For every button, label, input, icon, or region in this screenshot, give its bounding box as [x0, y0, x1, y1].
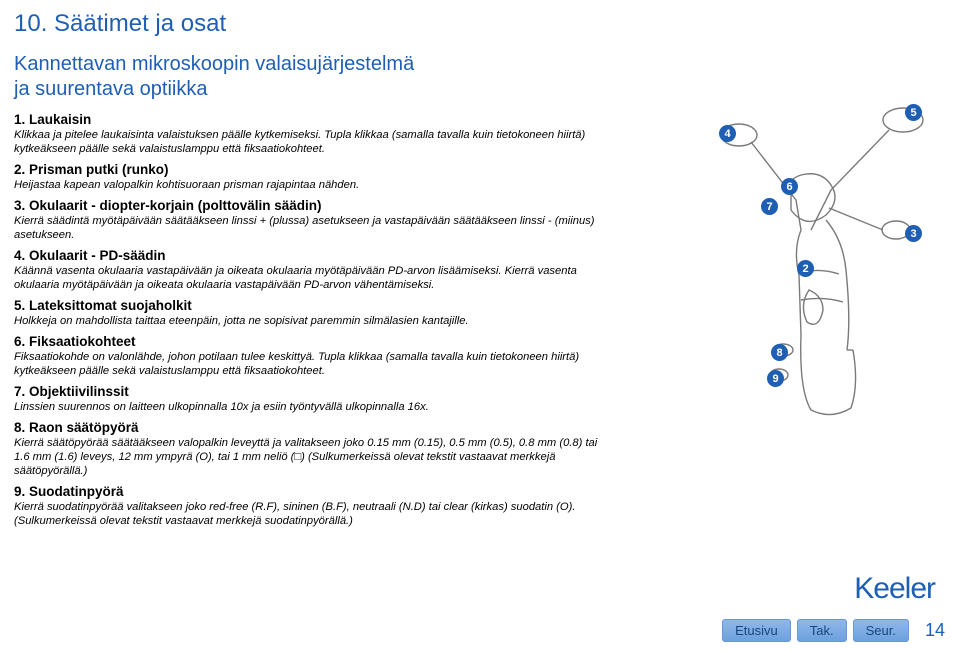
item-head: 9. Suodatinpyörä	[14, 484, 654, 499]
manual-item: 4. Okulaarit - PD-säädinKäännä vasenta o…	[14, 248, 654, 292]
diagram-callout-7: 7	[761, 198, 778, 215]
diagram-callout-5: 5	[905, 104, 922, 121]
diagram-callout-8: 8	[771, 344, 788, 361]
item-head: 5. Lateksittomat suojaholkit	[14, 298, 654, 313]
item-head: 7. Objektiivilinssit	[14, 384, 654, 399]
manual-item: 1. LaukaisinKlikkaa ja pitelee laukaisin…	[14, 112, 654, 156]
diagram-callout-6: 6	[781, 178, 798, 195]
item-head: 4. Okulaarit - PD-säädin	[14, 248, 654, 263]
manual-item: 5. Lateksittomat suojaholkitHolkkeja on …	[14, 298, 654, 328]
item-body: Holkkeja on mahdollista taittaa eteenpäi…	[14, 314, 599, 328]
subtitle: Kannettavan mikroskoopin valaisujärjeste…	[14, 52, 434, 102]
item-body: Fiksaatiokohde on valonlähde, johon poti…	[14, 350, 599, 378]
item-body: Kierrä suodatinpyörää valitakseen joko r…	[14, 500, 599, 528]
manual-item: 8. Raon säätöpyöräKierrä säätöpyörää sää…	[14, 420, 654, 478]
item-head: 2. Prisman putki (runko)	[14, 162, 654, 177]
manual-item: 7. ObjektiivilinssitLinssien suurennos o…	[14, 384, 654, 414]
item-body: Linssien suurennos on laitteen ulkopinna…	[14, 400, 599, 414]
item-body: Kierrä säätöpyörää säätääkseen valopalki…	[14, 436, 599, 478]
item-body: Klikkaa ja pitelee laukaisinta valaistuk…	[14, 128, 599, 156]
diagram-callout-9: 9	[767, 370, 784, 387]
product-diagram: 4 5 67 3 2 8 9	[651, 90, 931, 420]
manual-item: 6. FiksaatiokohteetFiksaatiokohde on val…	[14, 334, 654, 378]
back-button[interactable]: Tak.	[797, 619, 847, 642]
footer-nav: Etusivu Tak. Seur. 14	[722, 619, 945, 642]
item-head: 1. Laukaisin	[14, 112, 654, 127]
brand-logo: Keeler	[854, 572, 935, 606]
item-body: Heijastaa kapean valopalkin kohtisuoraan…	[14, 178, 599, 192]
diagram-callout-4: 4	[719, 125, 736, 142]
item-head: 3. Okulaarit - diopter-korjain (polttovä…	[14, 198, 654, 213]
item-head: 6. Fiksaatiokohteet	[14, 334, 654, 349]
diagram-callout-2: 2	[797, 260, 814, 277]
manual-item: 2. Prisman putki (runko)Heijastaa kapean…	[14, 162, 654, 192]
page-number: 14	[925, 620, 945, 641]
manual-item: 9. SuodatinpyöräKierrä suodatinpyörää va…	[14, 484, 654, 528]
microscope-illustration	[651, 90, 931, 420]
item-body: Käännä vasenta okulaaria vastapäivään ja…	[14, 264, 599, 292]
home-button[interactable]: Etusivu	[722, 619, 791, 642]
items-list: 1. LaukaisinKlikkaa ja pitelee laukaisin…	[14, 112, 654, 528]
section-title: 10. Säätimet ja osat	[14, 10, 945, 38]
item-body: Kierrä säädintä myötäpäivään säätääkseen…	[14, 214, 599, 242]
diagram-callout-3: 3	[905, 225, 922, 242]
item-head: 8. Raon säätöpyörä	[14, 420, 654, 435]
manual-item: 3. Okulaarit - diopter-korjain (polttovä…	[14, 198, 654, 242]
next-button[interactable]: Seur.	[853, 619, 909, 642]
